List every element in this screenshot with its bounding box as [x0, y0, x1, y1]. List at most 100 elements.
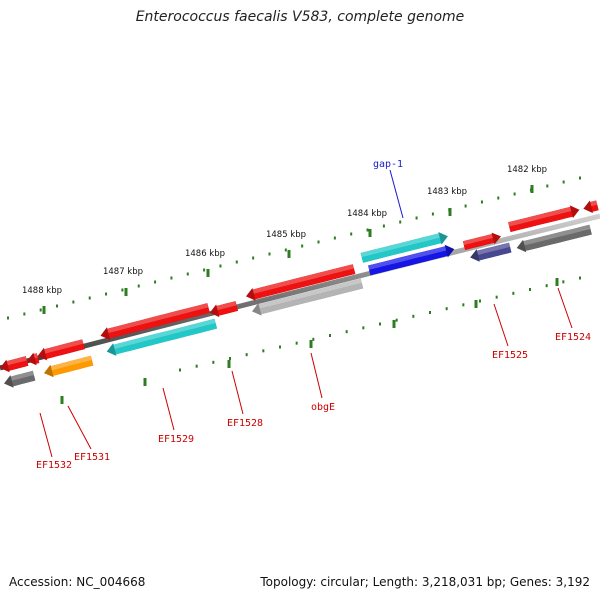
ruler-major-tick	[124, 288, 128, 296]
gene-arrow-gray-1524	[516, 224, 592, 253]
outer-ruler-dot	[399, 220, 402, 224]
outer-ruler-dot	[480, 200, 483, 204]
inner-ruler-dot	[495, 295, 498, 299]
inner-ruler-dot	[345, 330, 348, 334]
outer-ruler-dot	[105, 292, 108, 296]
outer-ruler-dot	[366, 228, 369, 232]
outer-ruler-dot	[72, 300, 75, 304]
topology-text: Topology: circular; Length: 3,218,031 bp…	[260, 575, 590, 589]
ruler-major-tick	[143, 378, 147, 386]
outer-ruler-dot	[170, 276, 173, 280]
gene-arrow-gray-edge	[4, 370, 36, 388]
gene-arrow-red-1526	[462, 232, 501, 250]
gene-label-obge[interactable]: obgE	[311, 402, 335, 413]
outer-ruler-dot	[121, 288, 124, 292]
outer-ruler-dot	[497, 196, 500, 200]
inner-ruler-dot	[279, 345, 281, 349]
ef1528-arrow	[209, 301, 238, 318]
outer-ruler-dot	[513, 192, 516, 196]
inner-ruler-dot	[562, 280, 565, 284]
gene-label-ef1525[interactable]: EF1525	[492, 350, 528, 361]
ruler-major-tick	[287, 250, 291, 258]
outer-ruler-dot	[301, 244, 304, 248]
ruler-major-tick	[555, 278, 559, 286]
outer-ruler-dot	[203, 268, 206, 272]
gene-label-ef1528[interactable]: EF1528	[227, 418, 263, 429]
gene-leader-line	[67, 405, 92, 450]
inner-ruler-dot	[479, 299, 481, 303]
gene-label-gap-1[interactable]: gap-1	[373, 159, 403, 170]
ruler-major-tick	[42, 306, 46, 314]
gene-arrow-red-small	[27, 352, 40, 366]
inner-ruler-dot	[545, 284, 548, 288]
inner-ruler-dot	[262, 349, 265, 353]
ruler-major-tick	[530, 185, 534, 193]
gene-leader-line	[557, 287, 573, 329]
gene-arrow-red-1527	[246, 264, 356, 301]
gene-label-ef1531[interactable]: EF1531	[74, 452, 110, 463]
outer-ruler-dot	[268, 252, 271, 256]
outer-ruler-dot	[186, 272, 189, 276]
ruler-major-tick	[368, 229, 372, 237]
gene-arrow-red-1532b	[37, 339, 85, 361]
outer-ruler-dot	[546, 184, 549, 188]
inner-ruler-dot	[462, 303, 465, 307]
tick-label: 1484 kbp	[347, 209, 387, 219]
outer-ruler-dot	[154, 280, 157, 284]
tick-label: 1483 kbp	[427, 187, 467, 197]
ruler-major-tick	[60, 396, 64, 404]
gap-1-arrow	[368, 244, 455, 276]
outer-ruler-dot	[382, 224, 385, 228]
gene-label-ef1524[interactable]: EF1524	[555, 332, 591, 343]
ruler-major-tick	[392, 320, 396, 328]
inner-ruler-dot	[379, 322, 381, 326]
outer-ruler-dot	[415, 216, 418, 220]
outer-ruler-dot	[252, 256, 255, 260]
ruler-major-tick	[227, 360, 231, 368]
inner-ruler-dot	[512, 291, 515, 295]
gene-arrow-red-1523	[508, 205, 580, 232]
outer-ruler-dot	[431, 212, 434, 216]
tick-label: 1485 kbp	[266, 230, 306, 240]
inner-ruler-dot	[429, 311, 431, 314]
outer-ruler-dot	[284, 248, 287, 252]
inner-ruler-dot	[229, 357, 231, 360]
ruler-major-tick	[309, 340, 313, 348]
outer-ruler-dot	[464, 204, 467, 208]
gene-label-ef1532[interactable]: EF1532	[36, 460, 72, 471]
outer-ruler-dot	[23, 312, 26, 316]
inner-ruler-dot	[529, 288, 531, 291]
gene-leader-line	[493, 303, 509, 347]
outer-ruler-dot	[317, 240, 320, 244]
outer-ruler-dot	[137, 284, 140, 288]
gene-arrow-slate-1525	[470, 242, 512, 262]
gene-label-ef1529[interactable]: EF1529	[158, 434, 194, 445]
tick-label: 1488 kbp	[22, 286, 62, 296]
inner-ruler-dot	[579, 276, 581, 280]
outer-ruler-dot	[219, 264, 222, 268]
ruler-major-tick	[206, 269, 210, 277]
ef1529-arrow	[106, 318, 217, 356]
gene-leader-line	[310, 352, 323, 399]
tick-label: 1486 kbp	[185, 249, 225, 259]
inner-ruler-dot	[312, 337, 315, 341]
outer-ruler-dot	[88, 296, 91, 300]
gene-arrow-red-edge	[583, 200, 599, 214]
inner-ruler-dot	[195, 364, 198, 368]
outer-ruler-dot	[235, 260, 238, 264]
outer-ruler-dot	[333, 236, 336, 240]
inner-ruler-dot	[295, 341, 298, 345]
map-title: Enterococcus faecalis V583, complete gen…	[135, 9, 465, 25]
inner-ruler-dot	[362, 326, 365, 330]
inner-ruler-dot	[179, 368, 181, 372]
ruler-ticks	[42, 185, 559, 404]
ef1532-arrow	[0, 356, 29, 373]
tick-label: 1482 kbp	[507, 165, 547, 175]
gene-arrow-cyan-outer	[360, 232, 448, 263]
inner-ruler-dot	[329, 334, 331, 337]
gene-arrow-red-1530	[100, 303, 210, 340]
gene-features	[0, 200, 599, 388]
gene-labels: gap-1 EF1524 EF1525 obgE EF1528 EF1529 EF1531E…	[36, 159, 591, 471]
inner-ruler-dot	[445, 307, 448, 311]
